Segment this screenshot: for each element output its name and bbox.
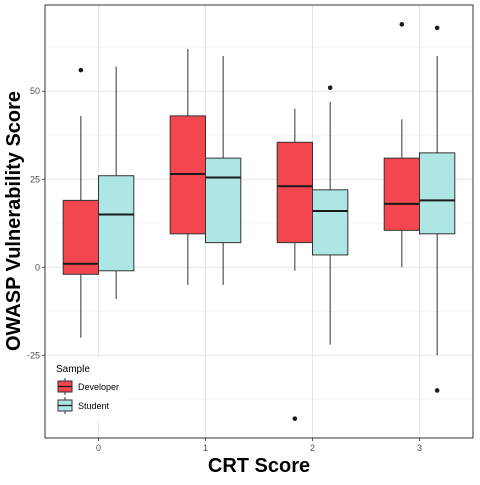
developer-outlier: [78, 67, 84, 73]
student-box: [419, 152, 456, 235]
axes: -25 0 25 50 0 1 2 3: [27, 4, 474, 453]
developer-outlier: [399, 22, 405, 27]
developer-box: [276, 141, 314, 244]
student-outlier: [434, 25, 440, 31]
y-tick-label: -25: [27, 350, 40, 360]
student-outlier: [327, 85, 333, 91]
y-axis-title: OWASP Vulnerability Score: [3, 91, 25, 351]
x-tick-label: 2: [310, 443, 315, 453]
y-tick-label: 25: [30, 174, 40, 184]
plot-marks: [62, 22, 456, 421]
y-tick-label: 0: [35, 262, 40, 272]
x-tick-label: 0: [96, 443, 101, 453]
student-outlier: [434, 388, 440, 393]
y-tick-label: 50: [30, 86, 40, 96]
student-box: [312, 189, 349, 256]
developer-outlier: [292, 416, 298, 421]
student-box: [98, 175, 135, 272]
legend: Sample Developer Student: [50, 358, 128, 420]
developer-legend-label: Developer: [78, 382, 119, 392]
panel-border: [44, 4, 474, 439]
x-tick-label: 1: [203, 443, 208, 453]
legend-title: Sample: [56, 364, 90, 375]
x-axis-title: CRT Score: [208, 455, 310, 477]
developer-box: [383, 157, 421, 231]
student-box: [205, 157, 242, 244]
x-tick-label: 3: [417, 443, 422, 453]
student-legend-label: Student: [78, 401, 110, 411]
